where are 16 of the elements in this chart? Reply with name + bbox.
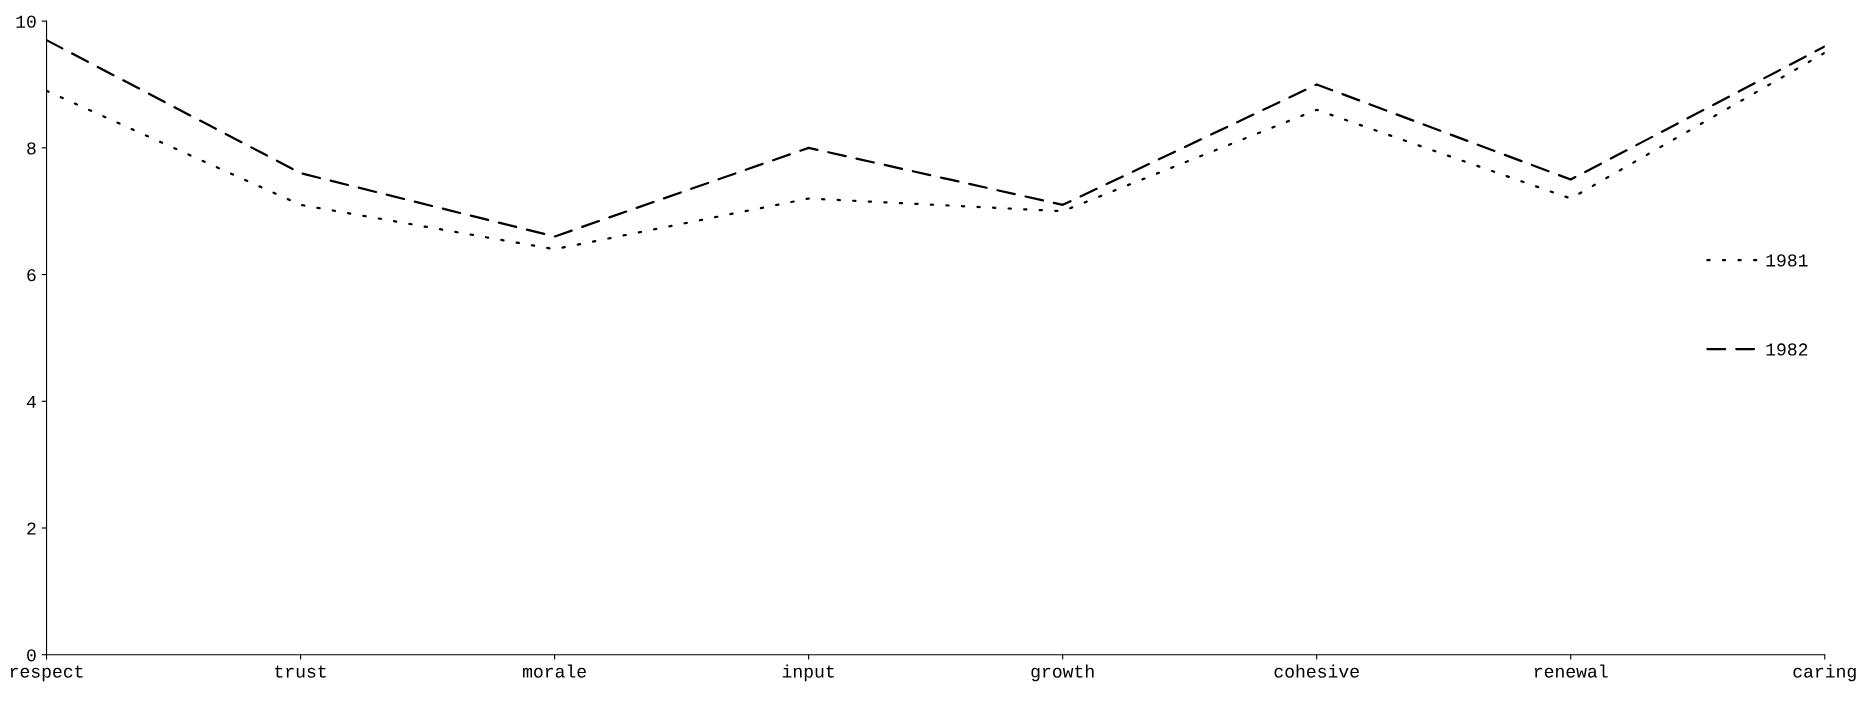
x-tick-label: input xyxy=(782,664,834,682)
x-tick-label: caring xyxy=(1793,664,1856,682)
y-tick-label: 2 xyxy=(27,522,36,535)
legend-label: 1981 xyxy=(1766,254,1808,267)
x-tick-label: morale xyxy=(522,664,586,678)
y-tick-label: 8 xyxy=(27,142,36,155)
y-tick-label: 0 xyxy=(27,649,36,662)
x-tick-label: respect xyxy=(10,665,83,682)
y-tick-label: 10 xyxy=(16,15,36,28)
legend-label: 1982 xyxy=(1766,343,1808,356)
x-tick-label: cohesive xyxy=(1274,664,1359,678)
y-tick-label: 6 xyxy=(27,269,36,282)
x-tick-label: renewal xyxy=(1534,664,1608,678)
x-tick-label: trust xyxy=(275,665,326,678)
x-tick-label: growth xyxy=(1031,664,1094,682)
y-tick-label: 4 xyxy=(26,395,36,408)
